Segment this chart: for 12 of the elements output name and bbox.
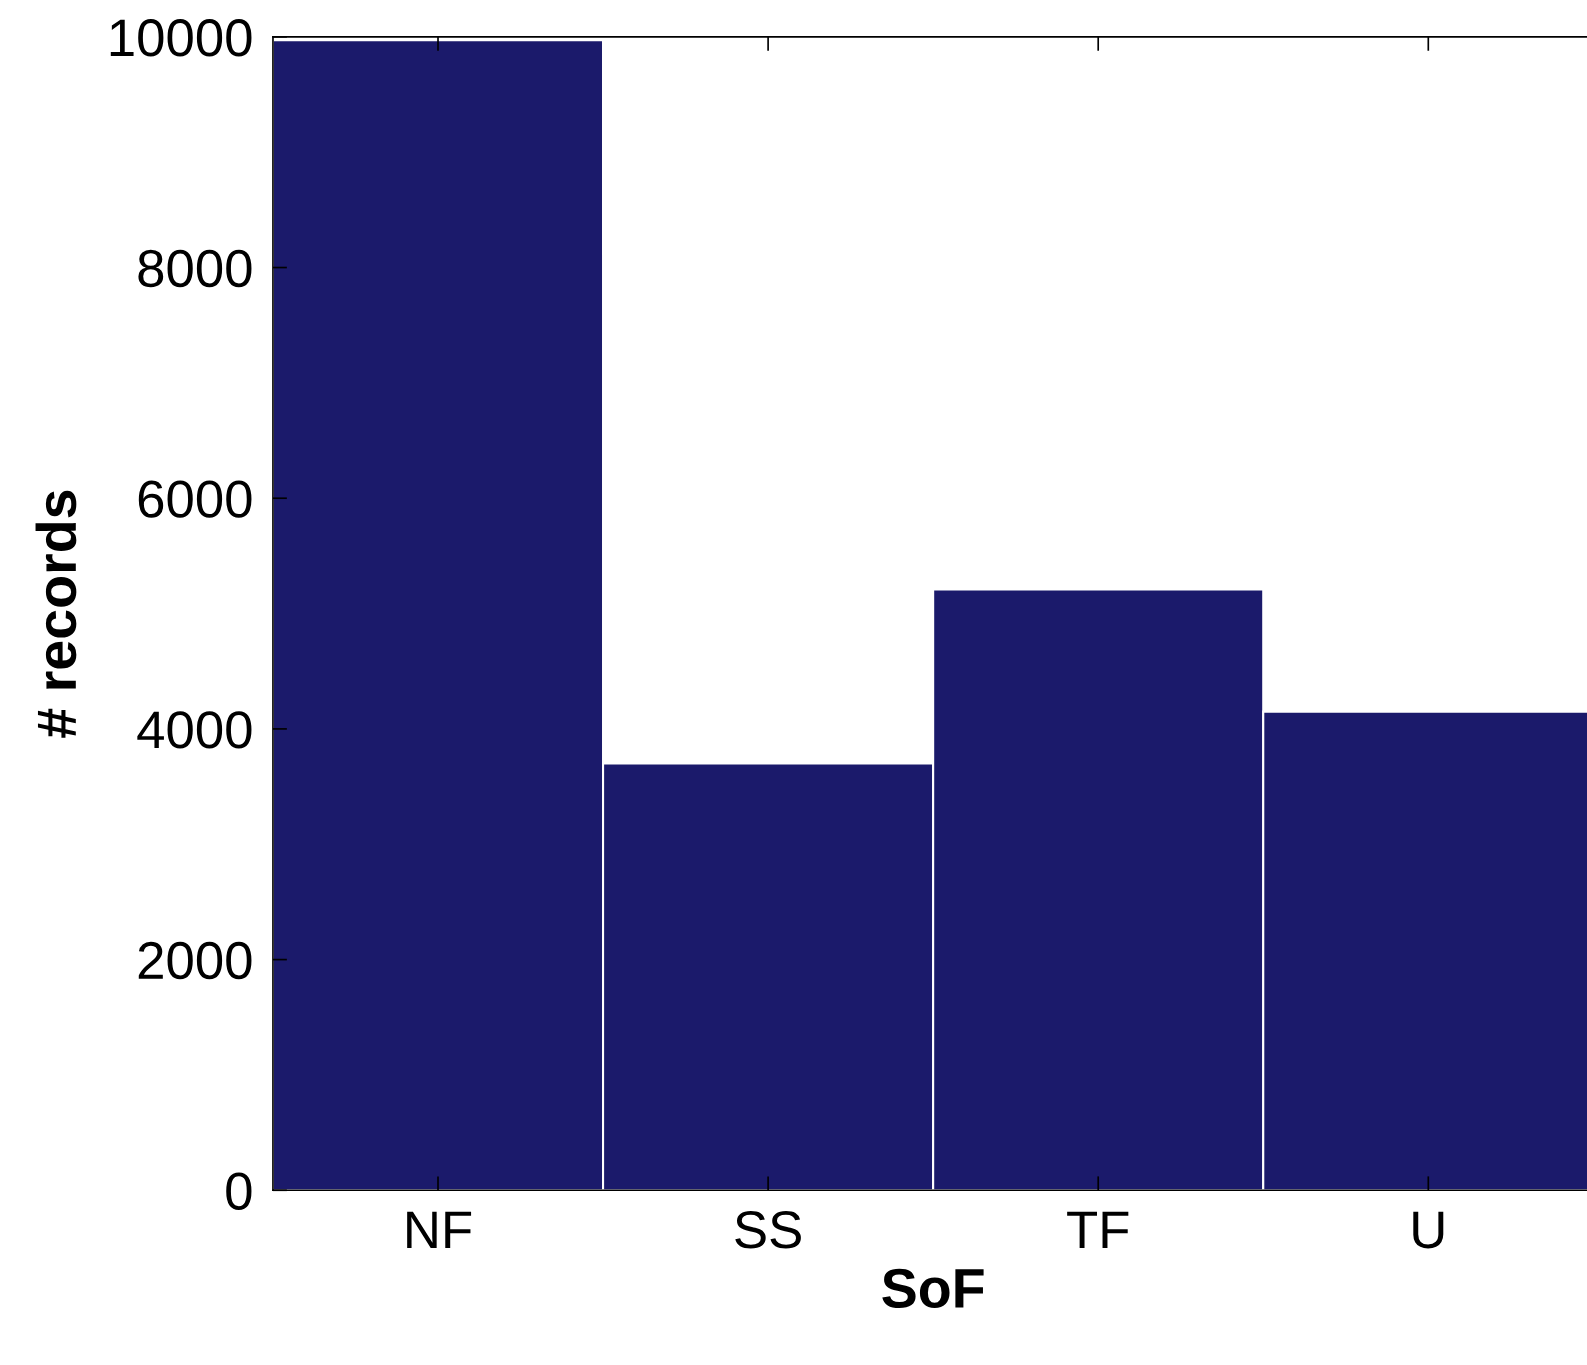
y-tick-label: 4000 (137, 711, 252, 749)
x-tick-label: NF (407, 1211, 472, 1248)
y-axis-title: # records (35, 490, 77, 738)
x-tick-label: U (1413, 1211, 1444, 1249)
x-tick-label: SS (735, 1211, 801, 1249)
y-tick-label: 8000 (138, 249, 252, 288)
y-tick-label: 10000 (110, 19, 252, 57)
y-tick-label: 2000 (138, 941, 252, 980)
y-tick-label: 0 (226, 1172, 252, 1210)
x-tick-label: TF (1067, 1211, 1129, 1248)
x-axis-title: SoF (882, 1268, 984, 1309)
y-tick-label: 6000 (138, 480, 252, 518)
